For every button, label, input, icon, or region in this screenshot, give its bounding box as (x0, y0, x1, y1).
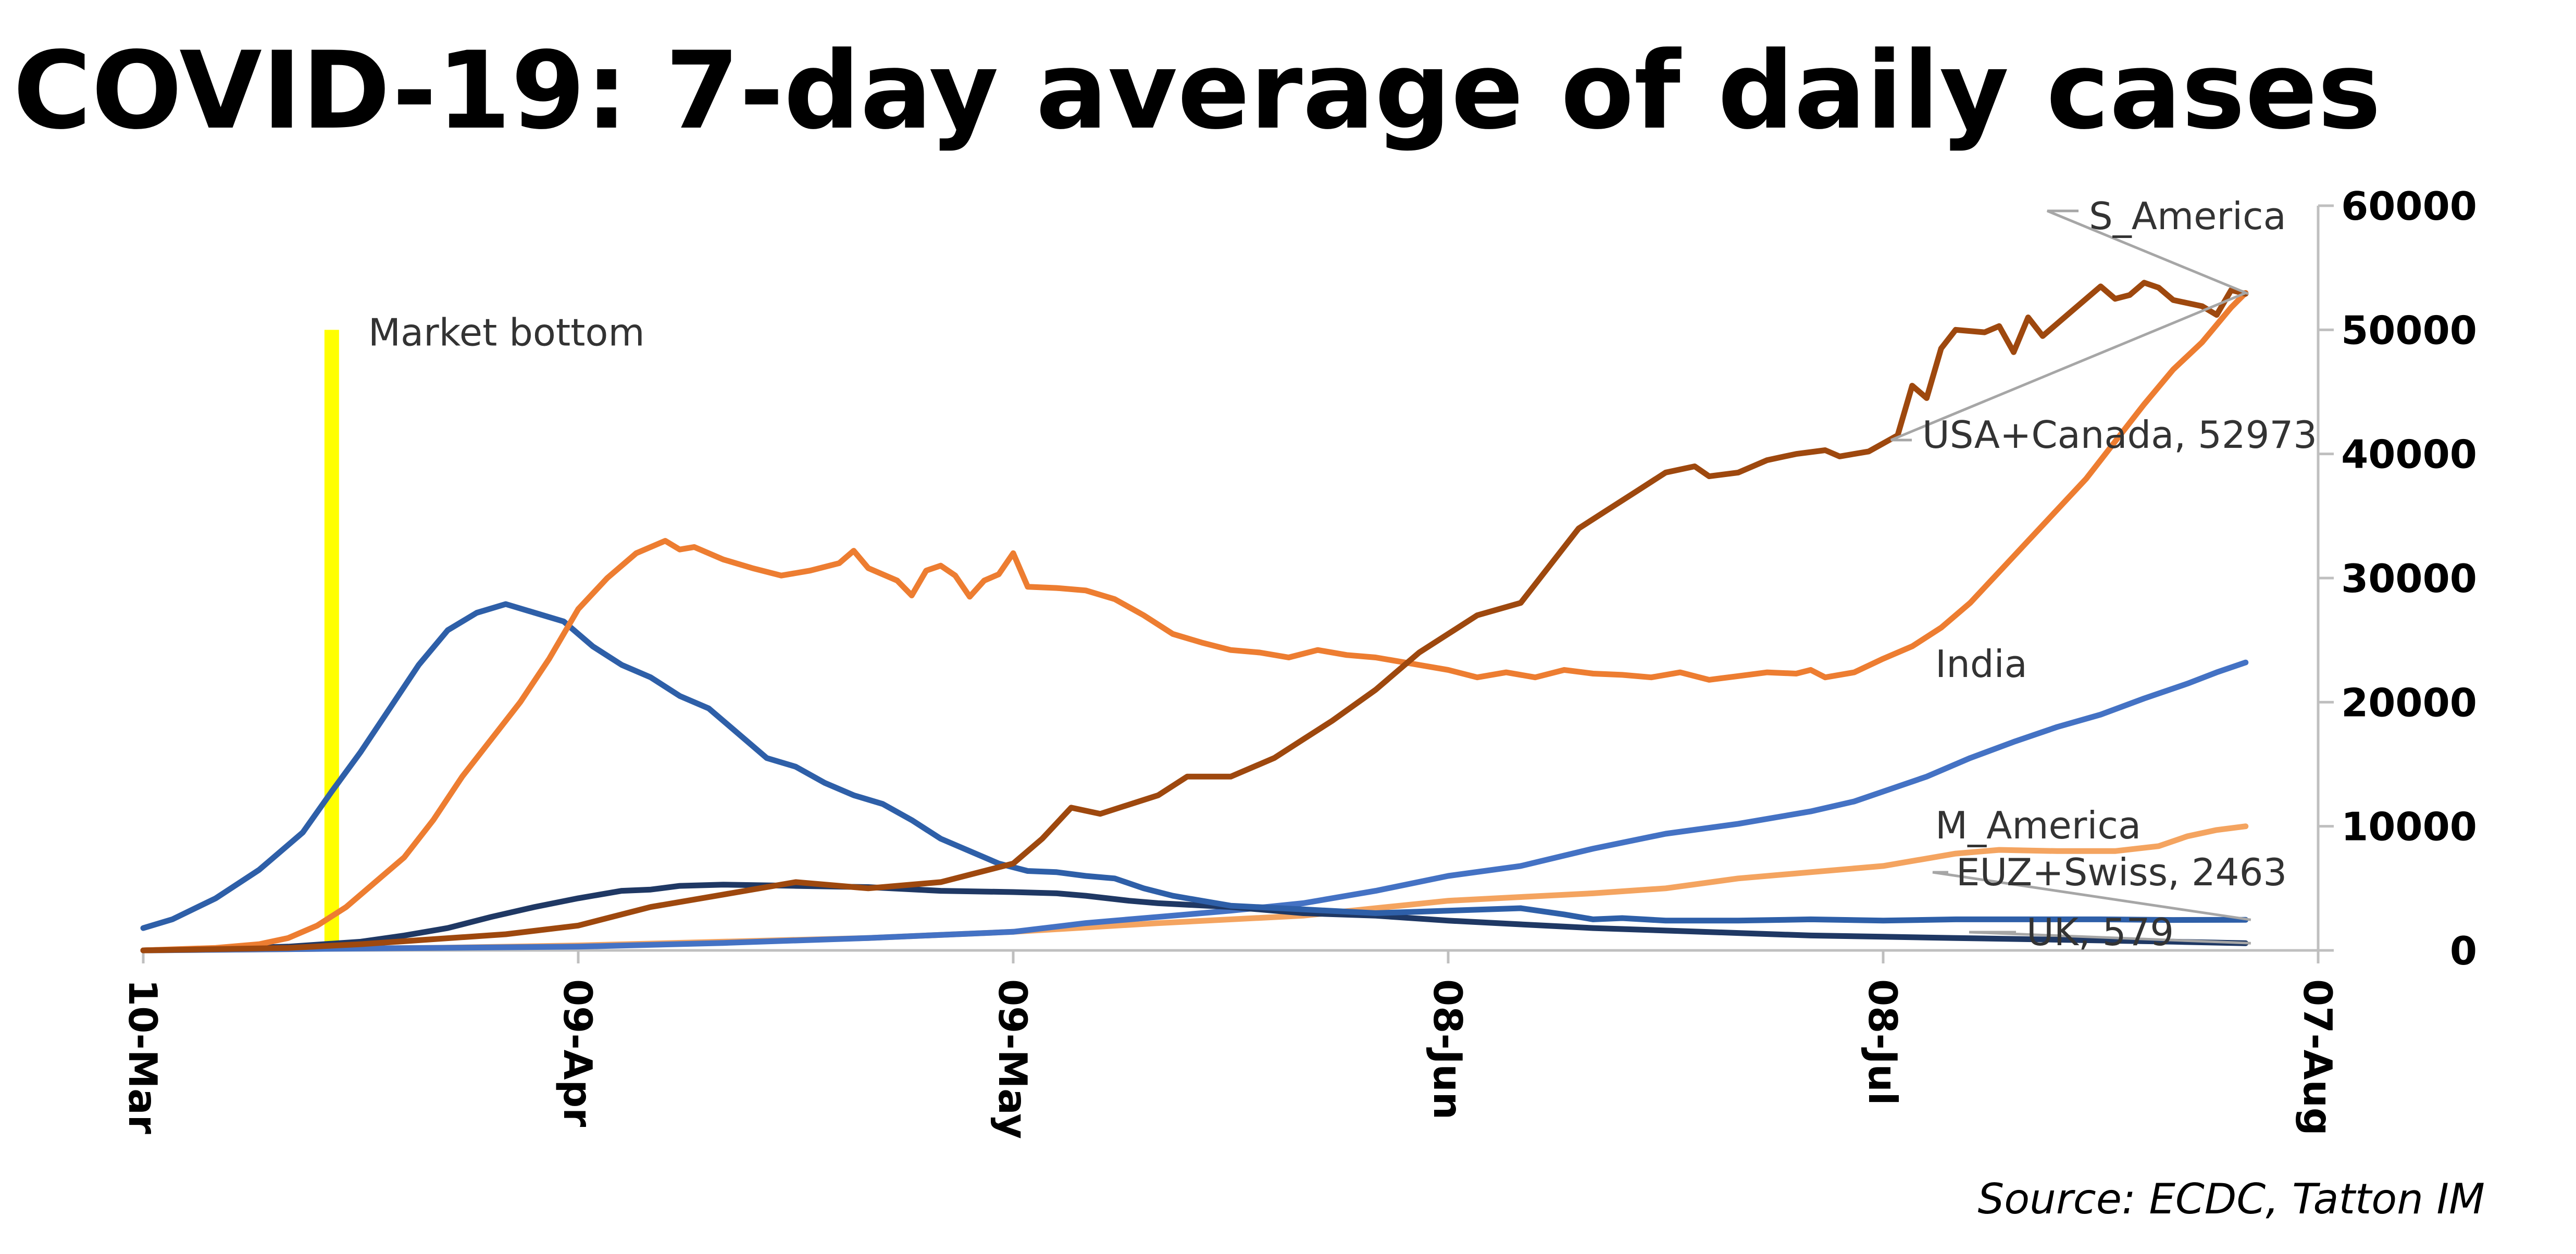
chart-title: COVID-19: 7-day average of daily cases (13, 29, 2381, 153)
series-line-euz-swiss (140, 601, 2249, 931)
series-line-india (140, 659, 2249, 954)
series-label: USA+Canada, 52973 (1922, 413, 2317, 457)
y-ticks: 0 10000 20000 30000 40000 50000 60000 (2318, 183, 2477, 974)
y-tick-label: 0 (2450, 928, 2477, 974)
market-bottom-label: Market bottom (368, 310, 645, 354)
y-tick-label: 30000 (2341, 556, 2477, 601)
x-tick-label: 07-Aug (2295, 979, 2341, 1136)
x-tick-label: 09-Apr (555, 979, 601, 1127)
series-label: UK, 579 (2026, 910, 2174, 954)
series-line-usa-canada (140, 290, 2249, 954)
leader-line (1932, 871, 2251, 921)
series-label: EUZ+Swiss, 2463 (1956, 850, 2287, 894)
labels-layer: S_America USA+Canada, 52973 India M_America… (1890, 194, 2317, 954)
y-tick-label: 10000 (2341, 804, 2477, 850)
x-tick-label: 08-Jun (1425, 979, 1471, 1120)
series-line-s-america (140, 280, 2249, 954)
x-ticks: 10-Mar 09-Apr 09-May 08-Jun 08-Jul 07-Aug (120, 950, 2341, 1139)
y-tick-label: 40000 (2341, 432, 2477, 478)
x-tick-label: 08-Jul (1860, 979, 1906, 1106)
annotation-layer: Market bottom (324, 310, 645, 950)
y-tick-label: 60000 (2341, 183, 2477, 229)
series-layer (140, 280, 2249, 954)
series-line-m-america (140, 823, 2249, 954)
x-tick-label: 09-May (990, 979, 1036, 1139)
y-tick-label: 50000 (2341, 307, 2477, 353)
series-line-uk (140, 882, 2249, 954)
leader-line (1969, 931, 2251, 945)
series-label: M_America (1935, 804, 2141, 847)
source-note: Source: ECDC, Tatton IM (1977, 1175, 2485, 1223)
leader-line (2047, 209, 2249, 295)
series-label: India (1935, 642, 2027, 686)
series-label: S_America (2089, 194, 2286, 238)
leader-line (1890, 292, 2246, 442)
y-tick-label: 20000 (2341, 680, 2477, 725)
x-tick-label: 10-Mar (120, 979, 166, 1134)
